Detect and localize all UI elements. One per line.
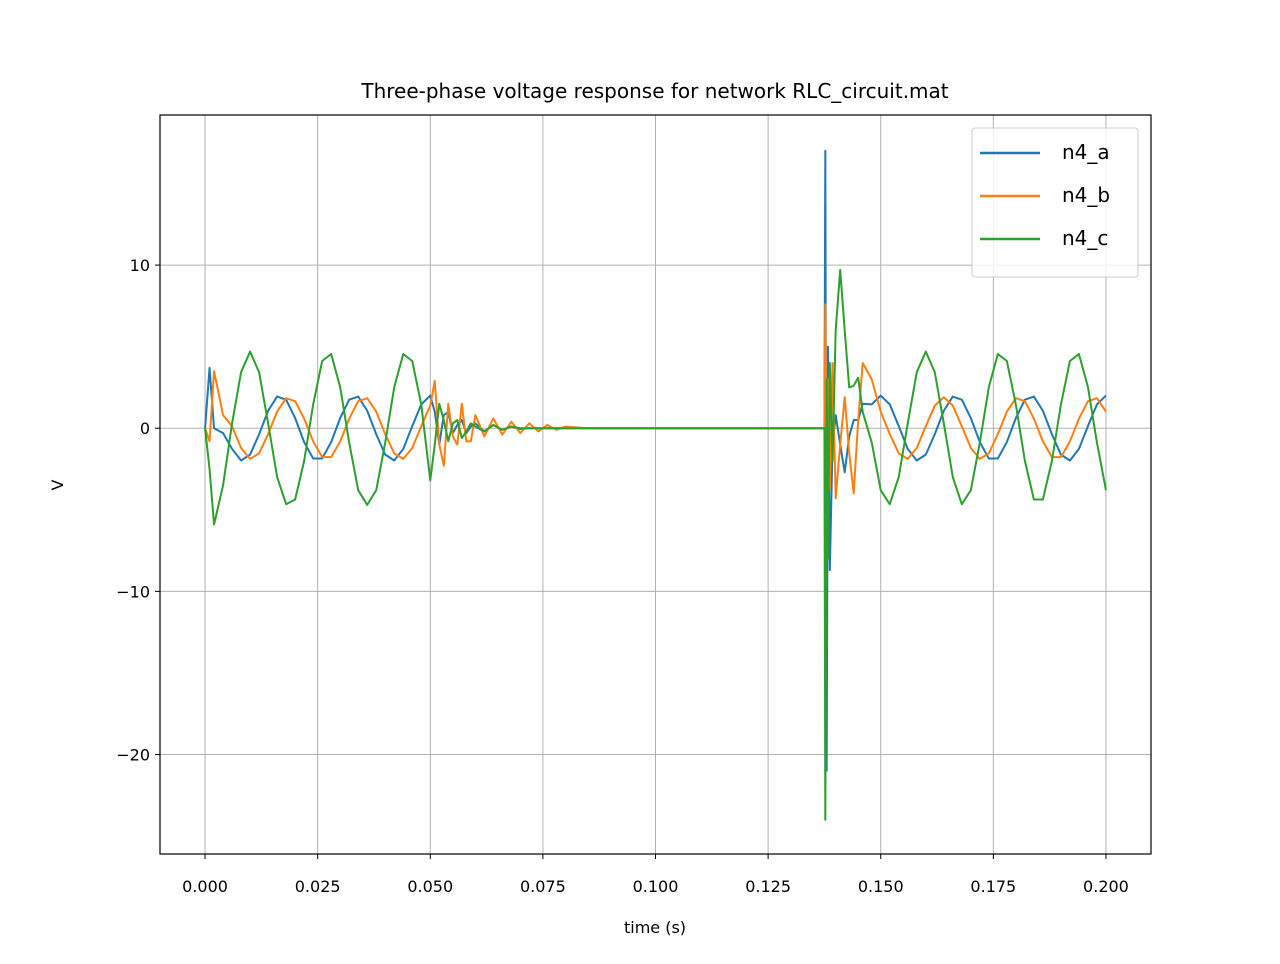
- x-tick-label: 0.175: [970, 877, 1016, 896]
- x-tick-label: 0.125: [745, 877, 791, 896]
- x-tick-label: 0.050: [407, 877, 453, 896]
- y-tick-label: 10: [130, 256, 150, 275]
- x-tick-label: 0.150: [858, 877, 904, 896]
- y-tick-label: −20: [116, 745, 150, 764]
- legend-label: n4_c: [1062, 226, 1108, 250]
- y-axis-label: V: [48, 479, 67, 490]
- legend-label: n4_a: [1062, 140, 1110, 164]
- x-tick-label: 0.000: [182, 877, 228, 896]
- legend-box: [971, 127, 1139, 278]
- y-tick-label: 0: [140, 419, 150, 438]
- x-tick-label: 0.075: [520, 877, 566, 896]
- y-tick-label: −10: [116, 582, 150, 601]
- chart-title: Three-phase voltage response for network…: [360, 79, 948, 103]
- legend-label: n4_b: [1062, 183, 1110, 207]
- x-tick-label: 0.025: [295, 877, 341, 896]
- x-axis-label: time (s): [624, 918, 686, 937]
- data-line: [204, 268, 1107, 821]
- plot-frame: [159, 114, 1152, 855]
- x-tick-label: 0.100: [633, 877, 679, 896]
- x-tick-label: 0.200: [1083, 877, 1129, 896]
